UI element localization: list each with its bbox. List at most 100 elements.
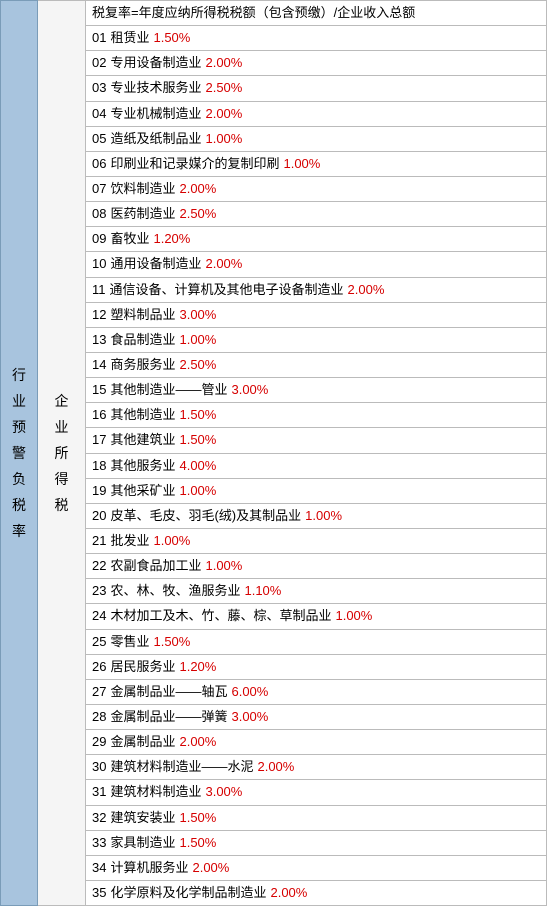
tax-rate: 1.50% [153, 28, 190, 48]
industry-name: 金属制品业 [110, 732, 175, 752]
tax-rate: 1.50% [179, 833, 216, 853]
table-row: 29金属制品业2.00% [86, 730, 547, 755]
table-row: 23农、林、牧、渔服务业1.10% [86, 579, 547, 604]
left-label-char: 税 [12, 495, 26, 515]
industry-name: 计算机服务业 [110, 858, 188, 878]
tax-rate: 2.50% [179, 355, 216, 375]
industry-name: 建筑安装业 [110, 808, 175, 828]
row-number: 13 [92, 330, 106, 350]
table-row: 20皮革、毛皮、羽毛(绒)及其制品业1.00% [86, 504, 547, 529]
left-label-char: 预 [12, 417, 26, 437]
industry-name: 通用设备制造业 [110, 254, 201, 274]
row-number: 30 [92, 757, 106, 777]
tax-rate: 2.50% [205, 78, 242, 98]
table-row: 32建筑安装业1.50% [86, 806, 547, 831]
table-row: 19其他采矿业1.00% [86, 479, 547, 504]
left-label-char: 负 [12, 469, 26, 489]
tax-rate: 1.00% [305, 506, 342, 526]
industry-name: 印刷业和记录媒介的复制印刷 [110, 154, 279, 174]
industry-name: 食品制造业 [110, 330, 175, 350]
tax-rate: 2.00% [205, 53, 242, 73]
rows-container: 01租赁业1.50%02专用设备制造业2.00%03专业技术服务业2.50%04… [86, 26, 547, 906]
row-number: 01 [92, 28, 106, 48]
table-row: 11通信设备、计算机及其他电子设备制造业2.00% [86, 278, 547, 303]
industry-name: 建筑材料制造业——水泥 [110, 757, 253, 777]
industry-name: 金属制品业——弹簧 [110, 707, 227, 727]
tax-rate: 2.00% [348, 280, 385, 300]
industry-name: 其他制造业 [110, 405, 175, 425]
table-row: 31建筑材料制造业3.00% [86, 780, 547, 805]
table-row: 30建筑材料制造业——水泥2.00% [86, 755, 547, 780]
table-row: 18其他服务业4.00% [86, 454, 547, 479]
industry-name: 家具制造业 [110, 833, 175, 853]
industry-name: 饮料制造业 [110, 179, 175, 199]
industry-name: 金属制品业——轴瓦 [110, 682, 227, 702]
tax-rate: 1.00% [153, 531, 190, 551]
table-row: 26居民服务业1.20% [86, 655, 547, 680]
table-row: 33家具制造业1.50% [86, 831, 547, 856]
tax-rate: 2.00% [257, 757, 294, 777]
table-row: 01租赁业1.50% [86, 26, 547, 51]
table-row: 07饮料制造业2.00% [86, 177, 547, 202]
industry-name: 农、林、牧、渔服务业 [110, 581, 240, 601]
mid-label-char: 企 [55, 391, 69, 411]
table-row: 09畜牧业1.20% [86, 227, 547, 252]
row-number: 06 [92, 154, 106, 174]
table-row: 05造纸及纸制品业1.00% [86, 127, 547, 152]
left-label: 行业预警负税率 [12, 365, 26, 541]
mid-label-char: 得 [55, 469, 69, 489]
row-number: 22 [92, 556, 106, 576]
industry-name: 建筑材料制造业 [110, 782, 201, 802]
industry-name: 化学原料及化学制品制造业 [110, 883, 266, 903]
table-row: 16其他制造业1.50% [86, 403, 547, 428]
tax-rate: 1.20% [153, 229, 190, 249]
row-number: 25 [92, 632, 106, 652]
row-number: 10 [92, 254, 106, 274]
data-column: 税复率=年度应纳所得税税额（包含预缴）/企业收入总额 01租赁业1.50%02专… [86, 0, 547, 906]
table-row: 15其他制造业——管业3.00% [86, 378, 547, 403]
row-number: 04 [92, 104, 106, 124]
table-row: 27金属制品业——轴瓦6.00% [86, 680, 547, 705]
tax-rate: 1.20% [179, 657, 216, 677]
row-number: 29 [92, 732, 106, 752]
row-number: 20 [92, 506, 106, 526]
row-number: 14 [92, 355, 106, 375]
mid-label-char: 税 [55, 495, 69, 515]
row-number: 23 [92, 581, 106, 601]
row-number: 18 [92, 456, 106, 476]
left-category-column: 行业预警负税率 [0, 0, 38, 906]
tax-rate: 1.10% [244, 581, 281, 601]
row-number: 16 [92, 405, 106, 425]
tax-rate: 1.50% [179, 808, 216, 828]
row-number: 11 [92, 280, 106, 300]
mid-label: 企业所得税 [55, 391, 69, 515]
tax-rate: 4.00% [179, 456, 216, 476]
tax-rate: 1.50% [153, 632, 190, 652]
tax-rate: 2.00% [192, 858, 229, 878]
tax-rate: 1.00% [179, 330, 216, 350]
table-row: 13食品制造业1.00% [86, 328, 547, 353]
industry-name: 其他建筑业 [110, 430, 175, 450]
industry-name: 商务服务业 [110, 355, 175, 375]
row-number: 05 [92, 129, 106, 149]
row-number: 02 [92, 53, 106, 73]
tax-rate: 3.00% [205, 782, 242, 802]
table-row: 17其他建筑业1.50% [86, 428, 547, 453]
industry-name: 专用设备制造业 [110, 53, 201, 73]
table-row: 22农副食品加工业1.00% [86, 554, 547, 579]
industry-name: 农副食品加工业 [110, 556, 201, 576]
mid-label-char: 业 [55, 417, 69, 437]
left-label-char: 率 [12, 521, 26, 541]
table-row: 06印刷业和记录媒介的复制印刷1.00% [86, 152, 547, 177]
tax-rate: 2.00% [179, 732, 216, 752]
industry-name: 塑料制品业 [110, 305, 175, 325]
table-row: 34计算机服务业2.00% [86, 856, 547, 881]
left-label-char: 业 [12, 391, 26, 411]
industry-name: 其他制造业——管业 [110, 380, 227, 400]
table-row: 25零售业1.50% [86, 630, 547, 655]
row-number: 31 [92, 782, 106, 802]
industry-name: 通信设备、计算机及其他电子设备制造业 [110, 280, 344, 300]
row-number: 32 [92, 808, 106, 828]
row-number: 09 [92, 229, 106, 249]
tax-rate: 2.00% [205, 104, 242, 124]
